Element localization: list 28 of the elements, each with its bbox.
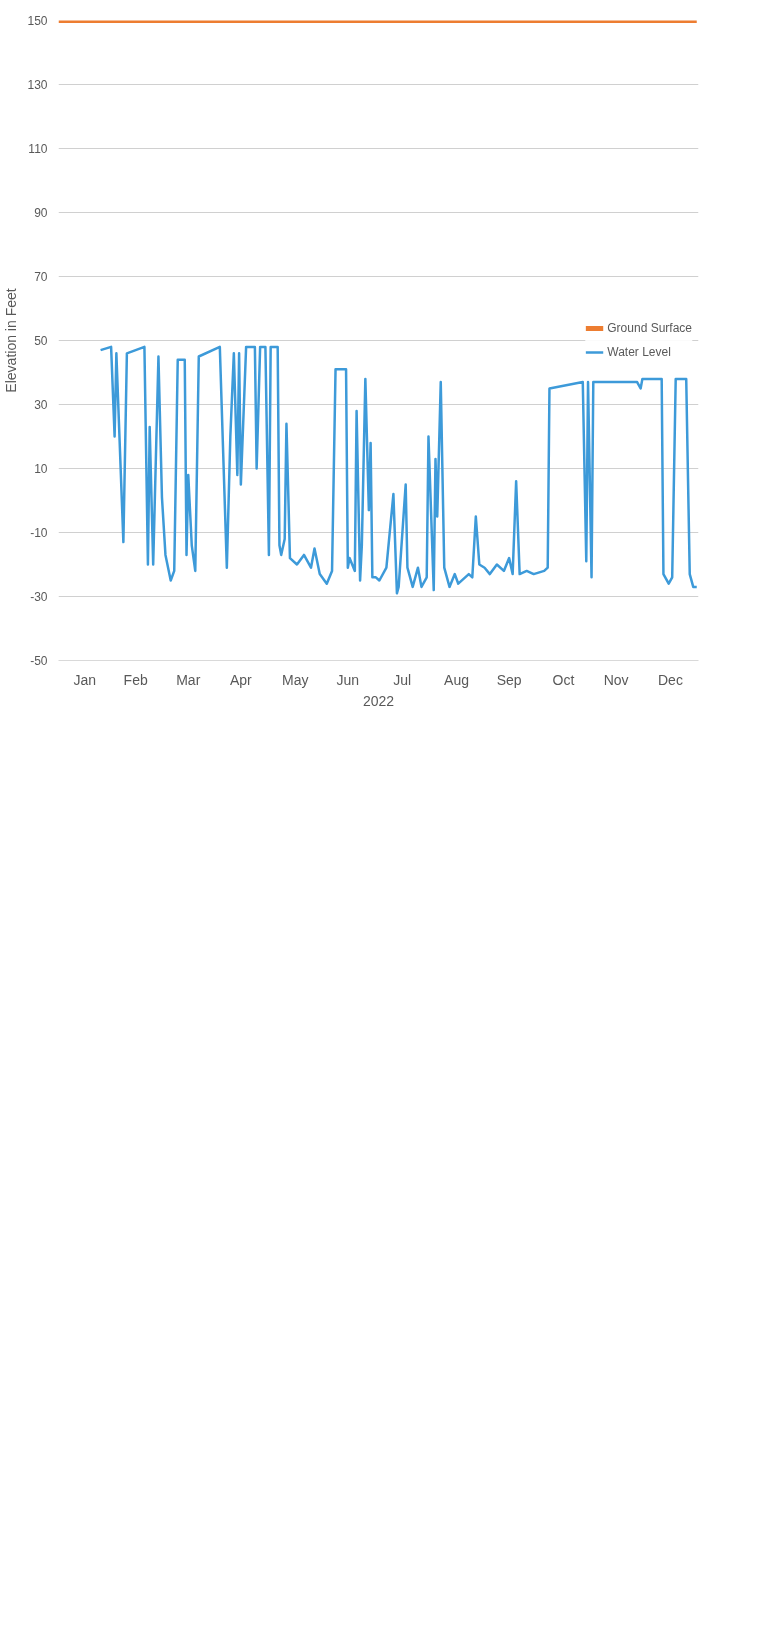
y-tick-label: 70 — [34, 270, 48, 284]
y-tick-label: -30 — [30, 590, 48, 604]
y-tick-label: 30 — [34, 398, 48, 412]
y-tick-label: 150 — [27, 14, 48, 28]
y-tick-label: -50 — [30, 654, 48, 668]
x-tick-label: Sep — [496, 671, 522, 688]
x-tick-label: Jul — [393, 671, 412, 688]
x-tick-label: May — [281, 671, 309, 688]
x-tick-label: Jan — [73, 671, 97, 688]
legend-label: Ground Surface — [607, 321, 692, 335]
x-tick-label: Feb — [123, 671, 148, 688]
x-tick-label: Jun — [336, 671, 360, 688]
x-tick-label: Oct — [552, 671, 575, 688]
y-tick-label: -10 — [30, 526, 48, 540]
y-tick-label: 130 — [27, 78, 48, 92]
y-tick-label: 10 — [34, 462, 48, 476]
x-tick-label: Mar — [176, 671, 201, 688]
line-series — [99, 345, 698, 595]
y-tick-label: 50 — [34, 334, 48, 348]
x-tick-label: Aug — [444, 671, 469, 688]
x-tick-label: Nov — [603, 671, 629, 688]
x-axis-title: 2022 — [362, 692, 395, 709]
x-tick-label: Apr — [229, 671, 253, 688]
y-tick-label: 90 — [34, 206, 48, 220]
x-tick-label: Dec — [658, 671, 683, 688]
y-tick-label: 110 — [28, 142, 48, 156]
legend-label: Water Level — [607, 345, 671, 359]
y-axis-title: Elevation in Feet — [3, 288, 20, 393]
